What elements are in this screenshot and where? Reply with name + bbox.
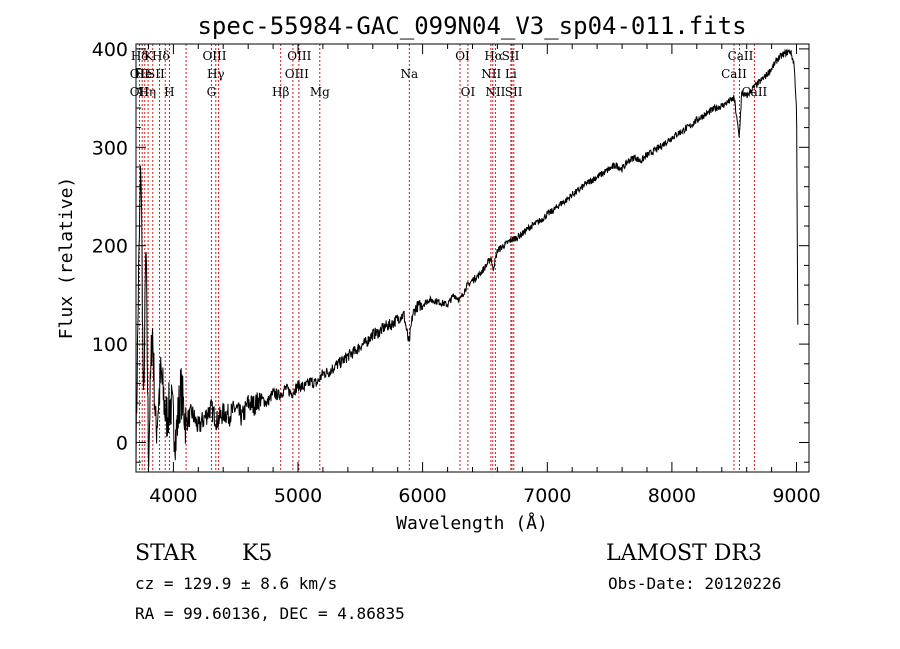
spectral-line-label: Hγ	[207, 67, 225, 81]
spectrum-line	[135, 48, 799, 471]
spectral-line-label: SII	[147, 67, 165, 81]
y-tick-label: 200	[92, 236, 128, 258]
spectral-line-label: OIII	[202, 49, 226, 63]
spectral-line-label: H	[164, 85, 174, 99]
spectral-line-label: CaII	[741, 85, 767, 99]
x-axis-label: Wavelength (Å)	[396, 512, 548, 534]
ra-dec-coordinates: RA = 99.60136, DEC = 4.86835	[135, 604, 405, 623]
x-tick-label: 6000	[398, 485, 446, 507]
x-tick-label: 5000	[274, 485, 322, 507]
spectral-line-label: Na	[400, 67, 418, 81]
spectrum-series	[135, 48, 799, 471]
redshift-velocity: cz = 129.9 ± 8.6 km/s	[135, 574, 337, 593]
spectral-line-label: OI	[461, 85, 476, 99]
x-tick-label: 8000	[648, 485, 696, 507]
spectral-line-label: NII	[485, 85, 505, 99]
y-tick-label: 400	[92, 39, 128, 61]
spectral-line-label: Mg	[310, 85, 330, 99]
x-tick-label: 4000	[149, 485, 197, 507]
spectral-line-label: NII	[481, 67, 501, 81]
spectral-line-label: OIII	[287, 49, 311, 63]
spectral-line-label: CaII	[721, 67, 747, 81]
y-tick-label: 0	[116, 433, 128, 455]
observation-date: Obs-Date: 20120226	[608, 574, 781, 593]
x-axis-ticks: 4000 5000 6000 7000 8000 9000	[148, 44, 821, 507]
spectral-line-label: SII	[502, 49, 520, 63]
spectral-line-label: Hα	[484, 49, 503, 63]
spectral-line-label: Hη	[138, 85, 156, 99]
spectral-line-label: Li	[505, 67, 517, 81]
spectral-line-label: OII	[130, 85, 150, 99]
spectral-line-label: He	[135, 67, 153, 81]
spectral-line-label: OI	[455, 49, 470, 63]
spectral-line-label: CaII	[728, 49, 754, 63]
object-subclass: K5	[242, 541, 272, 566]
spectral-line-label: Hβ	[272, 85, 289, 99]
object-class: STAR	[135, 541, 197, 566]
spectral-line-label: Hδ	[131, 49, 149, 63]
spectral-line-label: K	[144, 49, 154, 63]
x-tick-label: 7000	[523, 485, 571, 507]
x-tick-label: 9000	[772, 485, 820, 507]
y-axis-ticks: 0 100 200 300 400	[92, 39, 809, 463]
spectral-line-label: OIII	[285, 67, 309, 81]
y-axis-label: Flux (relative)	[56, 177, 77, 340]
spectral-line-label: OII	[130, 67, 150, 81]
spectral-line-label: Hδ	[152, 49, 170, 63]
y-tick-label: 100	[92, 334, 128, 356]
spectral-line-label: SII	[505, 85, 523, 99]
survey-name: LAMOST DR3	[606, 541, 762, 566]
spectral-line-label: G	[207, 85, 217, 99]
chart-title: spec-55984-GAC_099N04_V3_sp04-011.fits	[197, 12, 746, 40]
y-tick-label: 300	[92, 137, 128, 159]
